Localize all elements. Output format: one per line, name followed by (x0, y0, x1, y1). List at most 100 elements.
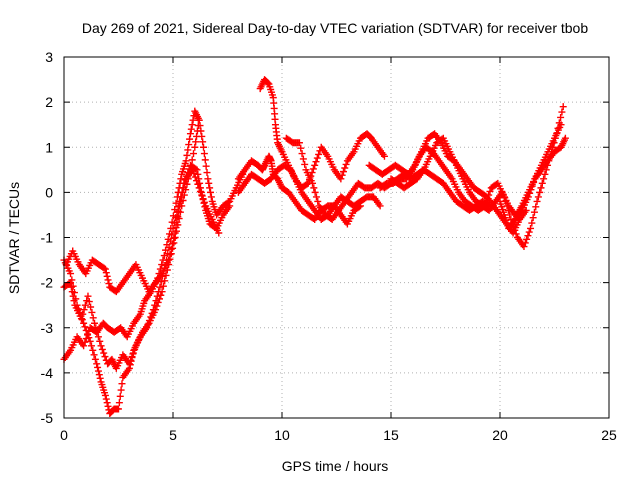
data-point (162, 271, 170, 279)
data-point (380, 152, 388, 160)
data-point (94, 333, 102, 341)
data-point (215, 229, 223, 237)
data-point (160, 267, 168, 275)
data-point (149, 306, 157, 314)
data-point (91, 355, 99, 363)
data-point (200, 150, 208, 158)
data-point (195, 184, 203, 192)
data-point (557, 121, 565, 129)
data-point (147, 313, 155, 321)
data-point (530, 208, 538, 216)
data-point (192, 165, 200, 173)
data-point (151, 301, 159, 309)
data-point (159, 282, 167, 290)
data-point (521, 239, 529, 247)
data-point (116, 392, 124, 400)
data-point (101, 265, 109, 273)
x-tick-label: 25 (601, 427, 617, 443)
data-point (312, 158, 320, 166)
y-tick-label: -5 (41, 410, 54, 426)
data-point (537, 184, 545, 192)
data-point (339, 168, 347, 176)
data-point (165, 243, 173, 251)
data-point (174, 203, 182, 211)
data-point (355, 203, 363, 211)
data-point (103, 399, 111, 407)
data-point (532, 203, 540, 211)
data-point (155, 288, 163, 296)
data-point (172, 214, 180, 222)
data-point (96, 337, 104, 345)
data-point (483, 195, 491, 203)
data-point (178, 188, 186, 196)
data-point (199, 195, 207, 203)
data-point (557, 113, 565, 121)
axis-ticks: 0 5 10 15 20 25 -5 -4 -3 -2 -1 0 1 2 3 (41, 49, 617, 443)
data-point (189, 150, 197, 158)
data-point (541, 170, 549, 178)
data-point (166, 255, 174, 263)
data-point (104, 402, 112, 410)
data-point (194, 180, 202, 188)
data-series (60, 76, 569, 417)
data-point (80, 342, 88, 350)
data-point (205, 179, 213, 187)
data-point (198, 191, 206, 199)
data-point (206, 188, 214, 196)
data-point (540, 175, 548, 183)
data-point (295, 139, 303, 147)
data-point (309, 179, 317, 187)
data-point (73, 301, 81, 309)
data-point (169, 244, 177, 252)
data-point (65, 280, 73, 288)
data-point (315, 150, 323, 158)
data-point (190, 169, 198, 177)
data-point (520, 243, 528, 251)
data-point (117, 386, 125, 394)
data-point (84, 330, 92, 338)
data-point (311, 188, 319, 196)
data-point (311, 161, 319, 169)
data-point (312, 193, 320, 201)
y-tick-label: 0 (45, 184, 53, 200)
data-point (101, 353, 109, 361)
data-point (103, 272, 111, 280)
data-point (187, 125, 195, 133)
data-point (74, 305, 82, 313)
data-point (200, 143, 208, 151)
data-point (206, 184, 214, 192)
data-point (157, 278, 165, 286)
data-point (159, 272, 167, 280)
data-point (166, 237, 174, 245)
data-point (100, 264, 108, 272)
y-tick-label: 1 (45, 139, 53, 155)
x-tick-label: 5 (169, 427, 177, 443)
data-point (93, 360, 101, 368)
data-point (523, 235, 531, 243)
data-point (102, 395, 110, 403)
data-point (356, 202, 364, 210)
data-point (309, 165, 317, 173)
y-axis-label: SDTVAR / TECUs (6, 182, 22, 294)
data-point (298, 150, 306, 158)
data-point (89, 314, 97, 322)
data-point (80, 319, 88, 327)
data-point (156, 283, 164, 291)
data-point (189, 116, 197, 124)
data-point (81, 338, 89, 346)
y-tick-label: -4 (41, 365, 54, 381)
series-track-12 (496, 134, 569, 232)
data-point (186, 135, 194, 143)
data-point (196, 187, 204, 195)
data-point (183, 151, 191, 159)
data-point (226, 202, 234, 210)
data-point (169, 224, 177, 232)
data-point (512, 230, 520, 238)
data-point (201, 156, 209, 164)
data-point (126, 361, 134, 369)
data-point (189, 166, 197, 174)
data-point (168, 231, 176, 239)
data-point (193, 132, 201, 140)
y-tick-label: -2 (41, 275, 54, 291)
data-point (118, 380, 126, 388)
